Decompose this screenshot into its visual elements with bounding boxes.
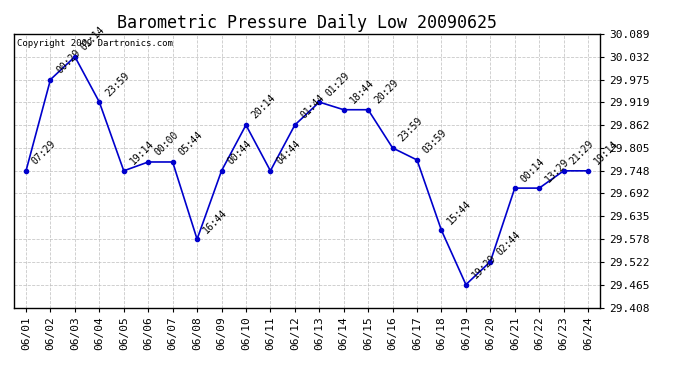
Text: 05:44: 05:44 — [177, 130, 205, 158]
Text: 00:29: 00:29 — [55, 48, 83, 75]
Text: 04:44: 04:44 — [275, 139, 302, 166]
Text: 21:29: 21:29 — [568, 139, 595, 166]
Title: Barometric Pressure Daily Low 20090625: Barometric Pressure Daily Low 20090625 — [117, 14, 497, 32]
Text: 00:44: 00:44 — [226, 139, 253, 166]
Text: 00:14: 00:14 — [519, 156, 546, 184]
Text: 19:14: 19:14 — [128, 139, 156, 166]
Text: 20:14: 20:14 — [250, 93, 278, 121]
Text: 16:44: 16:44 — [201, 207, 229, 235]
Text: 20:29: 20:29 — [373, 78, 400, 105]
Text: 23:59: 23:59 — [397, 116, 424, 144]
Text: 00:00: 00:00 — [152, 130, 180, 158]
Text: 01:44: 01:44 — [299, 93, 327, 121]
Text: 03:59: 03:59 — [421, 128, 449, 156]
Text: 19:29: 19:29 — [470, 253, 498, 280]
Text: 02:44: 02:44 — [495, 230, 522, 258]
Text: 01:14: 01:14 — [79, 25, 107, 52]
Text: 15:44: 15:44 — [446, 198, 473, 226]
Text: 01:29: 01:29 — [324, 70, 351, 98]
Text: 23:59: 23:59 — [104, 70, 131, 98]
Text: 18:44: 18:44 — [348, 78, 376, 105]
Text: 19:14: 19:14 — [592, 139, 620, 166]
Text: 13:29: 13:29 — [543, 156, 571, 184]
Text: 07:29: 07:29 — [30, 139, 58, 166]
Text: Copyright 2009 Dartronics.com: Copyright 2009 Dartronics.com — [17, 39, 172, 48]
